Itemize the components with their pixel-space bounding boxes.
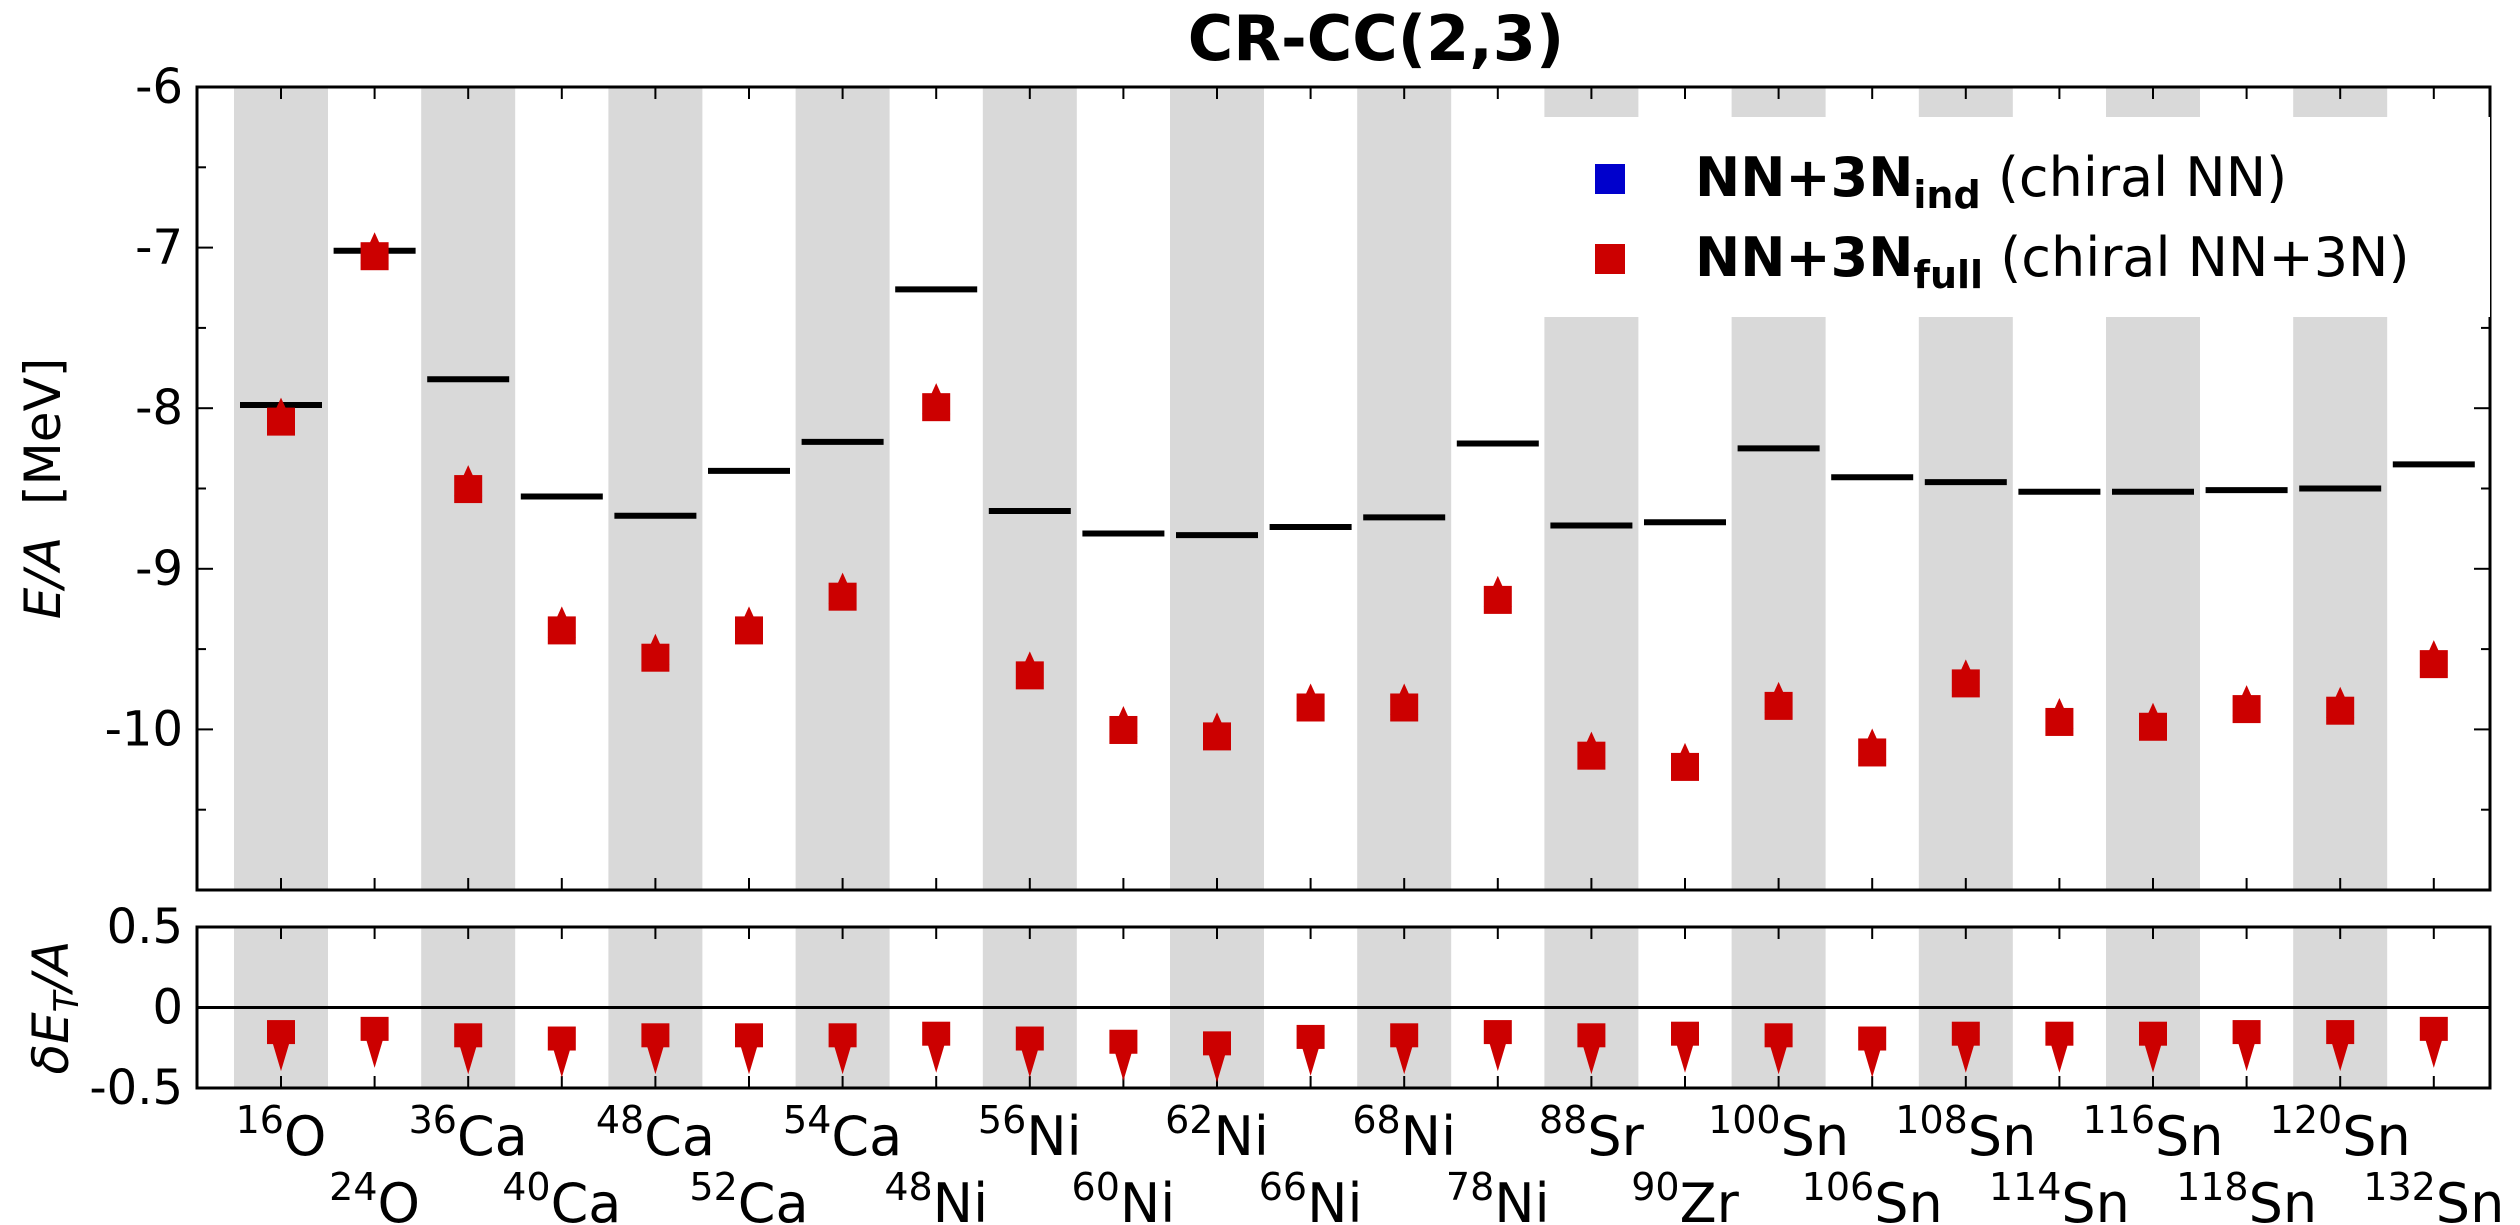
delta-triangle-8 <box>1018 1040 1041 1078</box>
nucleus-label-1: 24O <box>329 1165 420 1225</box>
delta-triangle-12 <box>1393 1037 1416 1075</box>
full-triangle-7 <box>922 383 951 415</box>
delta-triangle-15 <box>1674 1035 1696 1073</box>
legend-swatch-1 <box>1595 244 1625 274</box>
nucleus-label-18: 108Sn <box>1895 1098 2036 1168</box>
full-triangle-20 <box>2139 702 2167 734</box>
top-band-4 <box>608 87 703 890</box>
delta-triangle-5 <box>738 1037 760 1075</box>
top-band-8 <box>982 87 1077 890</box>
full-triangle-14 <box>1577 731 1606 763</box>
nucleus-label-15: 90Zr <box>1631 1165 1739 1225</box>
full-triangle-23 <box>2419 640 2448 672</box>
full-triangle-13 <box>1483 575 1512 607</box>
nucleus-label-7: 48Ni <box>884 1165 988 1225</box>
nucleus-label-3: 40Ca <box>502 1165 621 1225</box>
delta-triangle-4 <box>644 1037 667 1075</box>
nucleus-label-11: 66Ni <box>1259 1165 1363 1225</box>
full-triangle-17 <box>1858 728 1887 760</box>
bottom-ytick-label-1: 0 <box>152 980 183 1036</box>
nucleus-label-8: 56Ni <box>978 1098 1082 1168</box>
delta-triangle-14 <box>1580 1037 1603 1075</box>
chart-title: CR-CC(2,3) <box>1188 2 1564 75</box>
top-ytick-label-4: -10 <box>105 701 183 757</box>
nucleus-label-6: 54Ca <box>783 1098 902 1168</box>
nucleus-label-0: 16O <box>236 1098 327 1168</box>
top-ylabel: E/A [MeV] <box>14 358 72 620</box>
nucleus-label-10: 62Ni <box>1165 1098 1269 1168</box>
full-triangle-22 <box>2326 686 2355 718</box>
nucleus-label-9: 60Ni <box>1072 1165 1176 1225</box>
full-triangle-12 <box>1390 683 1419 715</box>
delta-triangle-17 <box>1861 1040 1884 1078</box>
full-triangle-2 <box>454 465 483 497</box>
legend-box <box>1543 117 2490 317</box>
top-ytick-label-2: -8 <box>135 380 183 436</box>
nucleus-label-5: 52Ca <box>689 1165 808 1225</box>
delta-triangle-1 <box>363 1030 386 1068</box>
full-triangle-3 <box>547 606 576 638</box>
delta-triangle-16 <box>1767 1037 1790 1075</box>
top-band-12 <box>1357 87 1452 890</box>
nucleus-label-20: 116Sn <box>2082 1098 2223 1168</box>
delta-triangle-23 <box>2422 1030 2445 1068</box>
delta-triangle-9 <box>1112 1043 1135 1081</box>
legend-swatch-0 <box>1595 164 1625 194</box>
full-triangle-11 <box>1296 683 1325 715</box>
full-triangle-0 <box>267 397 295 429</box>
bottom-panel-frame <box>195 925 2492 1090</box>
full-triangle-21 <box>2232 685 2261 717</box>
delta-triangle-21 <box>2235 1034 2258 1072</box>
full-triangle-18 <box>1951 659 1980 691</box>
nucleus-label-22: 120Sn <box>2270 1098 2411 1168</box>
top-band-6 <box>795 87 890 890</box>
legend-label-1: NN+3Nfull (chiral NN+3N) <box>1695 226 2410 297</box>
top-band-10 <box>1170 87 1264 890</box>
delta-triangle-7 <box>925 1035 948 1073</box>
top-ytick-label-0: -6 <box>135 59 183 115</box>
full-triangle-9 <box>1109 705 1138 737</box>
delta-triangle-0 <box>270 1034 292 1072</box>
nucleus-label-23: 132Sn <box>2363 1165 2504 1225</box>
nucleus-label-14: 88Sr <box>1539 1098 1645 1168</box>
delta-triangle-19 <box>2048 1035 2071 1073</box>
top-ytick-label-3: -9 <box>135 541 183 597</box>
delta-triangle-6 <box>831 1037 854 1075</box>
delta-triangle-11 <box>1299 1038 1322 1076</box>
full-triangle-5 <box>735 606 763 638</box>
full-triangle-19 <box>2045 697 2074 729</box>
nucleus-label-4: 48Ca <box>596 1098 715 1168</box>
delta-triangle-2 <box>457 1037 480 1075</box>
full-triangle-6 <box>828 572 857 604</box>
legend-label-0: NN+3Nind (chiral NN) <box>1695 146 2287 217</box>
bottom-ytick-label-0: 0.5 <box>107 899 183 955</box>
bottom-ylabel: δET/A <box>22 940 87 1074</box>
top-band-0 <box>234 87 328 890</box>
nucleus-label-17: 106Sn <box>1802 1165 1943 1225</box>
full-triangle-15 <box>1671 742 1699 774</box>
nucleus-label-12: 68Ni <box>1352 1098 1456 1168</box>
nucleus-label-19: 114Sn <box>1989 1165 2130 1225</box>
bottom-ytick-label-2: -0.5 <box>89 1060 183 1116</box>
delta-triangle-20 <box>2142 1035 2164 1073</box>
full-triangle-8 <box>1015 651 1044 683</box>
nucleus-label-13: 78Ni <box>1446 1165 1550 1225</box>
top-panel-frame <box>195 85 2492 892</box>
full-triangle-16 <box>1764 681 1793 713</box>
delta-triangle-13 <box>1486 1034 1509 1072</box>
delta-triangle-18 <box>1954 1035 1977 1073</box>
nucleus-label-21: 118Sn <box>2176 1165 2317 1225</box>
nucleus-label-2: 36Ca <box>409 1098 528 1168</box>
full-triangle-4 <box>641 633 670 665</box>
delta-triangle-22 <box>2329 1034 2352 1072</box>
full-triangle-1 <box>360 232 389 264</box>
delta-triangle-3 <box>550 1040 573 1078</box>
nucleus-label-16: 100Sn <box>1708 1098 1849 1168</box>
full-triangle-10 <box>1203 712 1231 744</box>
top-ytick-label-1: -7 <box>135 220 183 276</box>
delta-triangle-10 <box>1206 1045 1228 1083</box>
